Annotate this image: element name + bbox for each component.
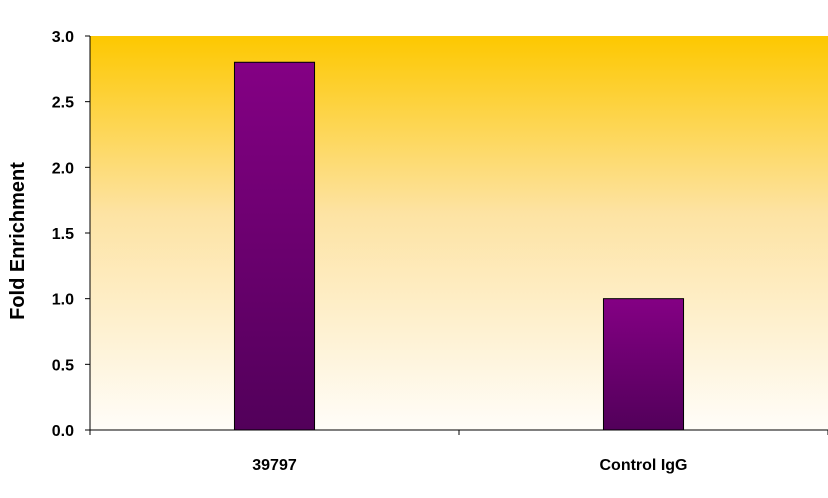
- y-tick-label: 0.5: [52, 357, 74, 374]
- plot-area: [90, 36, 828, 430]
- y-axis-label: Fold Enrichment: [7, 162, 29, 320]
- x-axis: 39797 Control IgG: [89, 429, 828, 474]
- y-tick-label: 1.0: [52, 292, 74, 309]
- y-tick-label: 3.0: [52, 29, 74, 46]
- y-tick-label: 1.5: [52, 226, 74, 243]
- y-tick-label: 0.0: [52, 423, 74, 440]
- x-tick-label: Control IgG: [600, 457, 688, 474]
- bar-control-igg: [602, 298, 685, 431]
- y-tick-label: 2.0: [52, 160, 74, 177]
- x-tick-label: 39797: [252, 457, 297, 474]
- y-tick-label: 2.5: [52, 95, 74, 112]
- bars: [233, 61, 685, 431]
- y-axis: 0.0 0.5 1.0 1.5 2.0 2.5 3.0: [52, 29, 91, 440]
- bar-39797: [233, 61, 316, 431]
